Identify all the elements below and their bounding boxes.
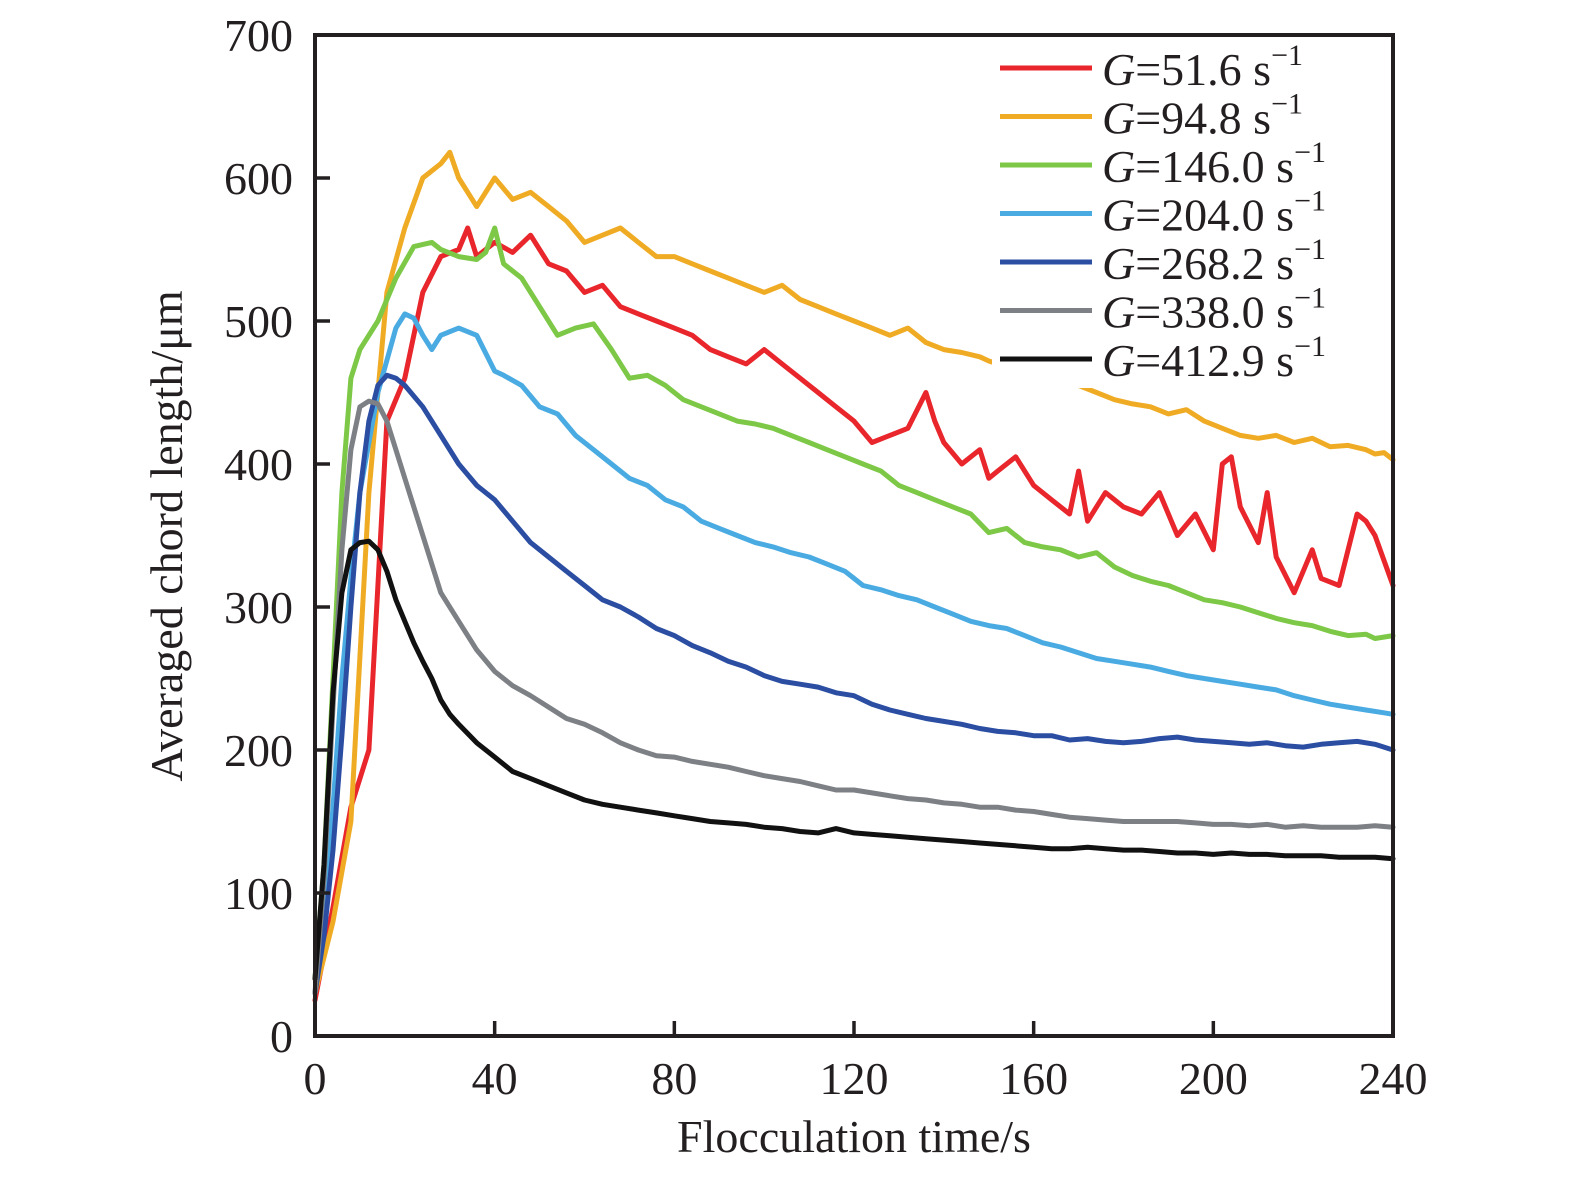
legend-exponent: −1: [1294, 330, 1326, 363]
y-tick-label: 300: [224, 582, 293, 633]
series-line-g-94-8: [312, 149, 1396, 996]
y-tick-label: 200: [224, 725, 293, 776]
y-tick-label: 100: [224, 868, 293, 919]
legend-symbol: G: [1102, 93, 1135, 144]
legend-symbol: G: [1102, 287, 1135, 338]
y-tick-label: 0: [270, 1011, 293, 1062]
legend-item: G=146.0 s−1: [1000, 136, 1326, 192]
legend-item: G=338.0 s−1: [1000, 282, 1326, 338]
x-axis-ticks: 0 40 80 120 160 200 240: [304, 1021, 1428, 1104]
legend-label: G=412.9 s−1: [1102, 330, 1326, 386]
legend-value: =51.6 s: [1135, 44, 1271, 95]
series-line-g-338-0: [312, 398, 1396, 996]
legend-label: G=338.0 s−1: [1102, 282, 1326, 338]
y-axis-label: Averaged chord length/μm: [141, 290, 192, 782]
series-line-g-146-0: [312, 225, 1396, 982]
legend-symbol: G: [1102, 190, 1135, 241]
plot-frame: [313, 33, 1395, 1038]
legend-item: G=94.8 s−1: [1000, 88, 1303, 144]
legend-value: =268.2 s: [1135, 238, 1294, 289]
legend-item: G=268.2 s−1: [1000, 233, 1326, 289]
legend-label: G=204.0 s−1: [1102, 185, 1326, 241]
series-line-g-268-2: [312, 372, 1396, 996]
y-tick-label: 600: [224, 153, 293, 204]
legend-label: G=268.2 s−1: [1102, 233, 1326, 289]
legend: G=51.6 s−1G=94.8 s−1G=146.0 s−1G=204.0 s…: [1000, 39, 1326, 386]
y-tick-label: 500: [224, 296, 293, 347]
legend-exponent: −1: [1271, 88, 1303, 121]
legend-value: =94.8 s: [1135, 93, 1271, 144]
legend-background: [992, 52, 1370, 388]
legend-exponent: −1: [1294, 282, 1326, 315]
legend-value: =338.0 s: [1135, 287, 1294, 338]
x-tick-label: 120: [820, 1053, 889, 1104]
legend-label: G=146.0 s−1: [1102, 136, 1326, 192]
y-tick-label: 400: [224, 439, 293, 490]
legend-item: G=204.0 s−1: [1000, 185, 1326, 241]
legend-exponent: −1: [1271, 39, 1303, 72]
legend-value: =412.9 s: [1135, 335, 1294, 386]
legend-symbol: G: [1102, 335, 1135, 386]
legend-exponent: −1: [1294, 185, 1326, 218]
series-line-g-204-0: [312, 311, 1396, 996]
x-tick-label: 160: [999, 1053, 1068, 1104]
legend-symbol: G: [1102, 44, 1135, 95]
x-tick-label: 0: [304, 1053, 327, 1104]
legend-label: G=51.6 s−1: [1102, 39, 1303, 95]
x-tick-label: 40: [472, 1053, 518, 1104]
x-tick-label: 200: [1179, 1053, 1248, 1104]
legend-item: G=51.6 s−1: [1000, 39, 1303, 95]
legend-exponent: −1: [1294, 136, 1326, 169]
legend-item: G=412.9 s−1: [1000, 330, 1326, 386]
legend-label: G=94.8 s−1: [1102, 88, 1303, 144]
x-tick-label: 80: [651, 1053, 697, 1104]
series-line-g-412-9: [312, 538, 1396, 982]
y-axis-ticks: 0 100 200 300 400 500 600 700: [224, 10, 330, 1062]
x-tick-label: 240: [1359, 1053, 1428, 1104]
legend-symbol: G: [1102, 141, 1135, 192]
legend-symbol: G: [1102, 238, 1135, 289]
legend-value: =204.0 s: [1135, 190, 1294, 241]
y-tick-label: 700: [224, 10, 293, 61]
x-axis-label: Flocculation time/s: [677, 1111, 1031, 1162]
legend-exponent: −1: [1294, 233, 1326, 266]
legend-value: =146.0 s: [1135, 141, 1294, 192]
series-layer: [312, 149, 1396, 1003]
